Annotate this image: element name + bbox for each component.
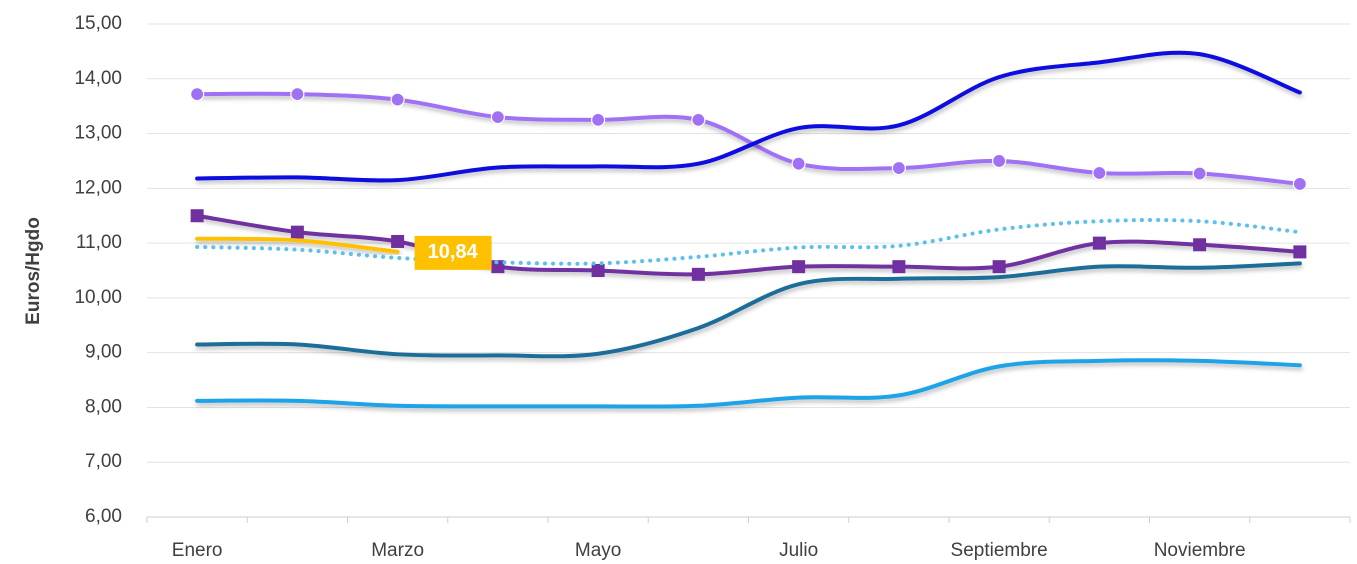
line	[195, 358, 1302, 409]
x-tick-label: Mayo	[575, 540, 621, 561]
marker	[691, 267, 705, 281]
marker	[1292, 176, 1307, 192]
line	[195, 261, 1302, 359]
marker	[992, 260, 1006, 274]
marker	[1293, 245, 1307, 259]
marker	[290, 87, 305, 102]
x-tick-label: Enero	[172, 540, 223, 561]
y-tick-label: 8,00	[85, 396, 122, 417]
marker	[791, 156, 806, 171]
line	[195, 217, 1302, 266]
line	[195, 50, 1302, 183]
y-tick-label: 14,00	[74, 68, 122, 89]
x-tick-label: Septiembre	[951, 540, 1048, 561]
data-label-box	[414, 235, 492, 270]
x-tick-label: Marzo	[371, 540, 424, 561]
line	[195, 236, 400, 254]
marker	[391, 234, 405, 248]
marker	[792, 260, 806, 274]
series	[195, 217, 1302, 266]
series	[190, 209, 1307, 281]
marker	[1193, 238, 1207, 252]
marker	[190, 209, 204, 223]
y-axis-title: Euros/Hgdo	[23, 217, 44, 325]
x-tick-label: Julio	[779, 540, 818, 561]
marker	[490, 110, 505, 125]
marker	[1192, 166, 1207, 181]
y-tick-label: 13,00	[74, 123, 122, 144]
marker	[591, 264, 605, 277]
marker	[1092, 236, 1106, 250]
y-tick-label: 10,00	[74, 287, 122, 308]
series	[190, 87, 1307, 192]
y-tick-label: 7,00	[85, 451, 122, 472]
data-label: 10,84	[428, 241, 479, 263]
series	[195, 358, 1302, 409]
marker	[691, 112, 706, 127]
y-tick-label: 11,00	[76, 232, 122, 253]
marker	[190, 87, 205, 102]
y-tick-label: 15,00	[74, 13, 122, 34]
x-tick-label: Noviembre	[1154, 540, 1246, 561]
series	[195, 50, 1302, 183]
y-tick-label: 12,00	[74, 177, 122, 198]
marker	[290, 225, 304, 239]
y-tick-label: 9,00	[85, 342, 122, 363]
series	[195, 236, 400, 254]
marker	[491, 260, 505, 274]
marker	[1092, 165, 1107, 181]
marker	[891, 160, 906, 176]
marker	[892, 260, 906, 274]
marker	[992, 153, 1007, 169]
y-tick-label: 6,00	[85, 506, 122, 527]
marker	[390, 92, 405, 107]
line	[195, 213, 1302, 277]
line	[195, 91, 1302, 186]
series	[195, 261, 1302, 359]
marker	[591, 112, 606, 127]
